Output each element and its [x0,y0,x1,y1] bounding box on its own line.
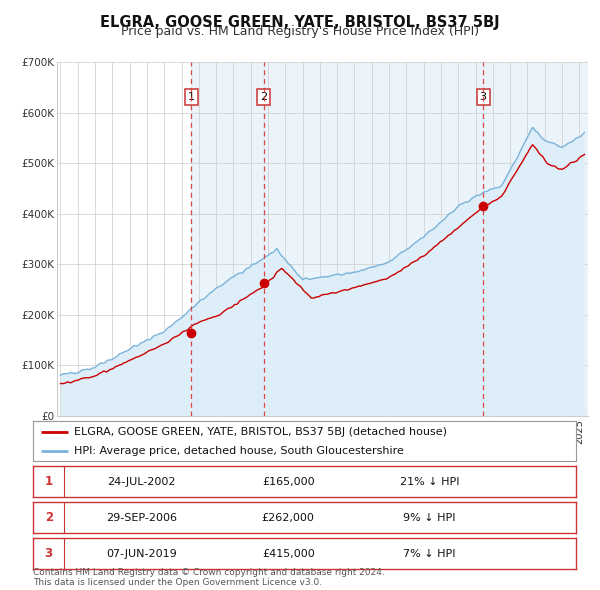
Bar [33,466,64,497]
Text: 29-SEP-2006: 29-SEP-2006 [106,513,177,523]
Text: 07-JUN-2019: 07-JUN-2019 [106,549,177,559]
Text: £262,000: £262,000 [262,513,314,523]
Text: 7% ↓ HPI: 7% ↓ HPI [403,549,455,559]
Bar [483,62,588,416]
Text: 21% ↓ HPI: 21% ↓ HPI [400,477,459,487]
Text: 3: 3 [479,93,487,102]
Text: 2: 2 [260,93,267,102]
Text: 1: 1 [188,93,195,102]
Text: 3: 3 [44,547,53,560]
Bar [263,62,483,416]
Text: £415,000: £415,000 [262,549,314,559]
Bar [191,62,263,416]
Text: Contains HM Land Registry data © Crown copyright and database right 2024.
This d: Contains HM Land Registry data © Crown c… [33,568,385,587]
Text: Price paid vs. HM Land Registry's House Price Index (HPI): Price paid vs. HM Land Registry's House … [121,25,479,38]
Text: 2: 2 [44,511,53,525]
Text: 1: 1 [44,475,53,489]
Text: 9% ↓ HPI: 9% ↓ HPI [403,513,455,523]
Text: ELGRA, GOOSE GREEN, YATE, BRISTOL, BS37 5BJ: ELGRA, GOOSE GREEN, YATE, BRISTOL, BS37 … [100,15,500,30]
Bar [33,538,64,569]
Text: ELGRA, GOOSE GREEN, YATE, BRISTOL, BS37 5BJ (detached house): ELGRA, GOOSE GREEN, YATE, BRISTOL, BS37 … [74,428,447,438]
Bar [33,502,64,533]
Text: £165,000: £165,000 [262,477,314,487]
Text: HPI: Average price, detached house, South Gloucestershire: HPI: Average price, detached house, Sout… [74,447,404,456]
Text: 24-JUL-2002: 24-JUL-2002 [107,477,176,487]
